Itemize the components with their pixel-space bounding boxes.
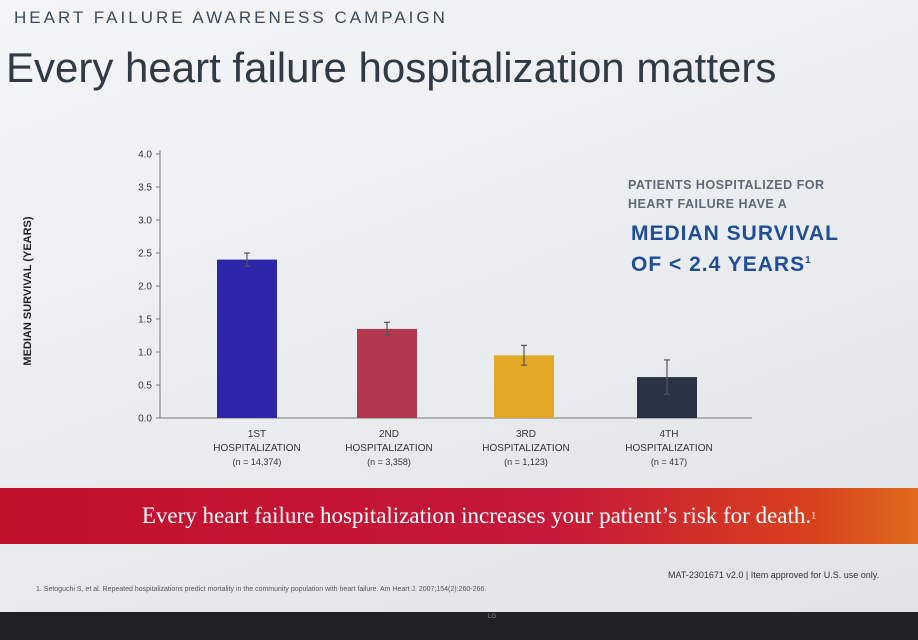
bar-chart: 0.0 0.5 1.0 1.5 2.0 2.5 3.0 3.5 4.0 1ST HOSPITALIZ… [138, 150, 752, 467]
y-tick-label: 3.5 [138, 183, 152, 194]
callout-headline-text: OF < 2.4 YEARS [631, 253, 806, 276]
monitor-logo: LG [488, 614, 497, 620]
callout-reference: 1 [805, 255, 812, 266]
slide-title: Every heart failure hospitalization matt… [6, 44, 777, 91]
bar-1 [217, 259, 277, 418]
callout-headline-line2: OF < 2.4 YEARS1 [631, 247, 891, 278]
approval-code: MAT-2301671 v2.0 | Item approved for U.S… [668, 570, 880, 580]
bar-2 [357, 328, 417, 418]
banner-reference: 1 [811, 510, 817, 522]
y-tick-label: 2.5 [138, 249, 152, 260]
y-tick-label: 1.5 [138, 315, 152, 326]
x-category-label-4-line1: 4TH [660, 429, 679, 440]
x-category-label-1-line2: HOSPITALIZATION [213, 443, 300, 454]
x-category-label-3-line2: HOSPITALIZATION [482, 443, 569, 454]
x-category-label-3-line3: (n = 1,123) [504, 457, 548, 467]
y-tick-label: 1.0 [138, 348, 152, 359]
y-tick-label: 0.0 [138, 414, 152, 425]
y-tick-label: 0.5 [138, 381, 152, 392]
banner-text: Every heart failure hospitalization incr… [141, 503, 812, 528]
reference-footnote: 1. Setoguchi S, et al. Repeated hospital… [36, 586, 487, 593]
x-category-label-2-line2: HOSPITALIZATION [345, 443, 432, 454]
x-category-label-1-line3: (n = 14,374) [233, 457, 282, 467]
x-category-label-4-line3: (n = 417) [651, 457, 687, 467]
x-category-label-2-line3: (n = 3,358) [367, 457, 411, 467]
x-category-label-3-line1: 3RD [516, 429, 536, 440]
x-category-label-4-line2: HOSPITALIZATION [625, 443, 712, 454]
y-tick-label: 3.0 [138, 216, 152, 227]
x-category-label-2-line1: 2ND [379, 429, 399, 440]
callout-headline: MEDIAN SURVIVAL OF < 2.4 YEARS1 [631, 220, 891, 278]
y-tick-label: 2.0 [138, 282, 152, 293]
callout-headline-line1: MEDIAN SURVIVAL [631, 222, 839, 245]
y-tick-label: 4.0 [138, 150, 152, 161]
slide: HEART FAILURE AWARENESS CAMPAIGN Every h… [0, 8, 918, 593]
callout-lead: PATIENTS HOSPITALIZED FOR HEART FAILURE … [628, 178, 825, 211]
risk-banner: Every heart failure hospitalization incr… [0, 488, 918, 544]
x-category-label-1-line1: 1ST [248, 429, 266, 440]
monitor-bezel: LG [0, 612, 918, 640]
campaign-eyebrow: HEART FAILURE AWARENESS CAMPAIGN [14, 8, 448, 27]
